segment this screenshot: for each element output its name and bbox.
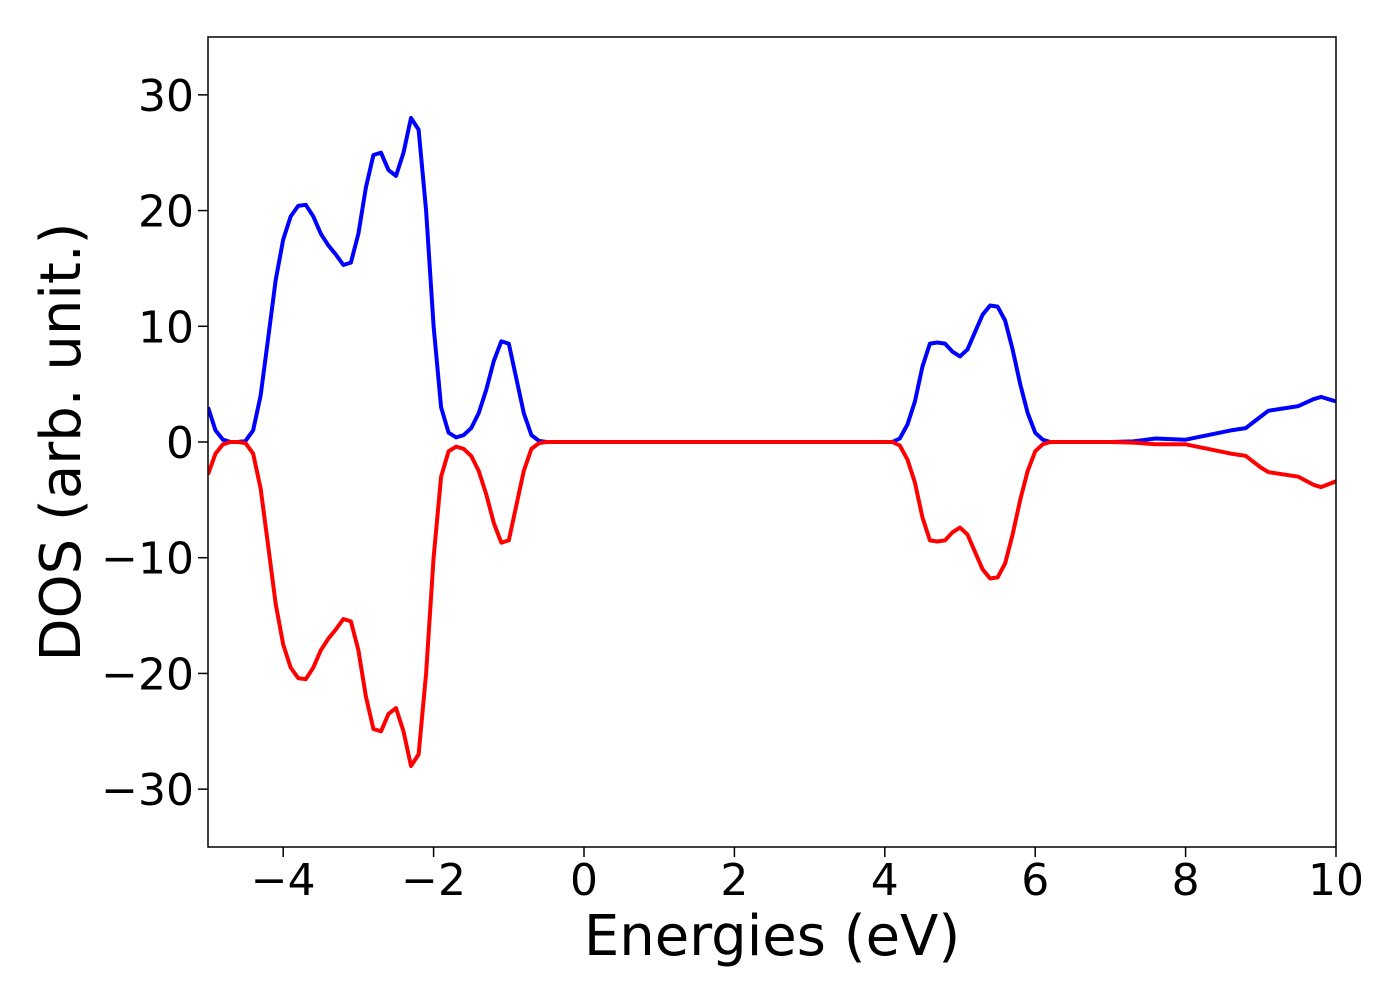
y-tick-label: 30 (138, 71, 194, 122)
series-line (208, 440, 1336, 768)
y-tick-label: 10 (138, 302, 194, 353)
y-axis-label: DOS (arb. unit.) (29, 222, 94, 661)
x-tick-label: 8 (1172, 855, 1200, 906)
x-tick-label: −4 (251, 855, 316, 906)
x-axis-label: Energies (eV) (584, 904, 960, 969)
y-tick-label: 20 (138, 187, 194, 238)
y-tick-label: −10 (101, 534, 194, 585)
x-tick-label: 6 (1021, 855, 1049, 906)
plot-frame (207, 36, 1337, 848)
x-tick-label: 0 (570, 855, 598, 906)
x-tick-label: 10 (1308, 855, 1364, 906)
series-line (208, 116, 1336, 444)
x-tick-label: −2 (401, 855, 466, 906)
y-tick-label: −30 (101, 765, 194, 816)
y-tick-label: 0 (166, 418, 194, 469)
x-tick-label: 4 (871, 855, 899, 906)
y-tick-label: −20 (101, 649, 194, 700)
x-tick-label: 2 (720, 855, 748, 906)
